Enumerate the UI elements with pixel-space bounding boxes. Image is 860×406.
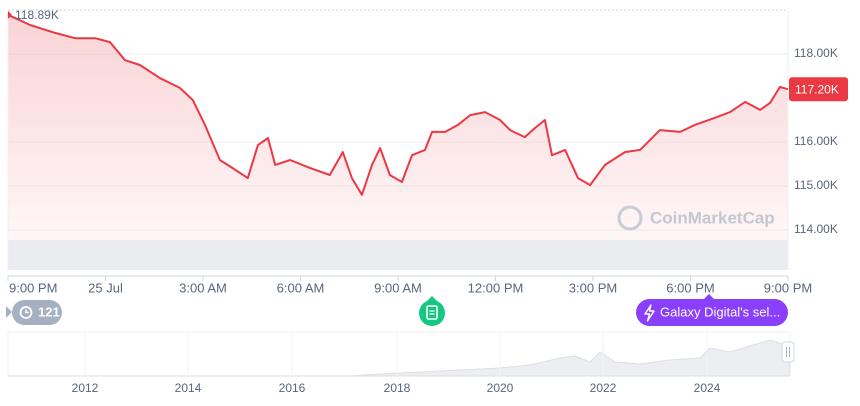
x-tick-label: 9:00 AM [374,280,422,295]
x-tick-label: 9:00 PM [764,280,812,295]
watermark-logo [617,205,643,231]
y-tick-label: 115.00K [794,178,838,192]
y-tick-label: 116.00K [794,134,838,148]
y-tick-label: 118.00K [794,46,838,60]
events-badge[interactable]: 121 [6,300,62,325]
navigator-year: 2014 [175,381,202,395]
high-label: 118.89K [15,8,59,22]
navigator-year: 2016 [279,381,306,395]
x-tick-label: 3:00 AM [179,280,227,295]
price-area [8,14,788,270]
watermark: CoinMarketCap [617,205,775,231]
clock-icon [19,306,33,319]
note-marker[interactable] [419,296,445,326]
navigator-handle[interactable] [781,341,795,363]
x-tick-label: 3:00 PM [569,280,617,295]
navigator[interactable] [7,331,795,377]
x-tick-label: 6:00 PM [666,280,714,295]
news-text[interactable]: Galaxy Digital's sel... [660,304,780,319]
x-tick-label: 25 Jul [88,280,123,295]
navigator-year: 2024 [694,381,721,395]
y-tick-label: 114.00K [794,222,838,236]
navigator-area [8,339,791,377]
price-line [7,13,789,196]
note-circle[interactable] [419,300,445,326]
note-icon [426,305,438,320]
current-label: 117.20K [795,82,839,96]
navigator-year: 2022 [590,381,617,395]
watermark-text: CoinMarketCap [650,208,775,227]
clock-hands [25,309,29,314]
news-button[interactable]: Galaxy Digital's sel... [636,294,788,326]
x-tick-label: 9:00 PM [9,280,57,295]
current-badge [789,77,848,102]
navigator-year: 2018 [384,381,411,395]
x-tick-label: 12:00 PM [468,280,524,295]
x-tick-label: 6:00 AM [277,280,325,295]
navigator-year: 2020 [487,381,514,395]
volume-strip [8,240,788,270]
news-pointer [703,294,715,300]
lightning-icon [644,304,655,322]
high-marker [8,10,12,19]
events-pointer [6,306,12,318]
navigator-year: 2012 [72,381,99,395]
events-pill[interactable] [12,300,62,325]
news-pill[interactable] [636,299,788,326]
events-count: 121 [38,304,60,319]
